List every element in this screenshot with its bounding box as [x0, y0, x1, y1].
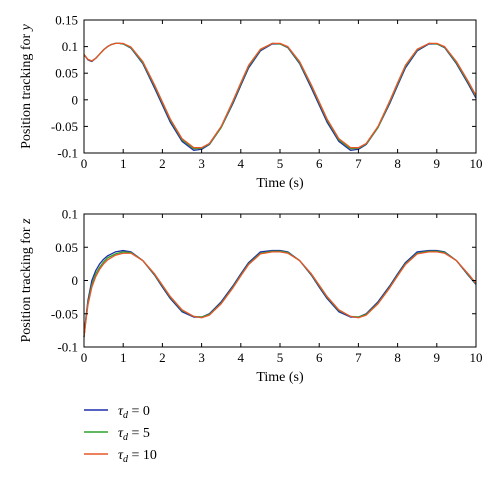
x-tick-label: 10	[470, 350, 483, 365]
axes-frame	[83, 19, 477, 154]
x-tick-label: 4	[238, 156, 245, 171]
x-tick-label: 1	[120, 156, 127, 171]
x-axis-label: Time (s)	[256, 370, 304, 385]
y-tick-label: -0.1	[57, 340, 78, 355]
series-line-2	[83, 251, 477, 338]
x-tick-label: 7	[355, 350, 362, 365]
y-tick-label: 0.15	[55, 13, 78, 28]
x-tick-label: 5	[277, 156, 284, 171]
y-tick-label: -0.1	[57, 146, 78, 161]
x-tick-label: 6	[316, 350, 323, 365]
x-tick-label: 6	[316, 156, 323, 171]
x-tick-label: 9	[434, 156, 441, 171]
y-axis-label: Position tracking for z	[19, 218, 34, 343]
series-line-1	[83, 42, 477, 150]
x-tick-label: 4	[238, 350, 245, 365]
plot-z-position: 0 1 2 3 4 5 6 7 8 9 10 0.1 0.05 0 -0.05 -0.1 Time (s) Pos…	[19, 207, 483, 386]
series-line-0	[83, 249, 477, 338]
series-line-1	[83, 250, 477, 338]
x-tick-label: 9	[434, 350, 441, 365]
y-tick-label: 0.05	[55, 240, 78, 255]
x-tick-label: 3	[198, 350, 205, 365]
x-tick-label: 1	[120, 350, 127, 365]
legend-label-1: τd = 5	[118, 426, 150, 443]
y-axis-label: Position tracking for y	[19, 23, 34, 149]
x-tick-label: 7	[355, 156, 362, 171]
series-line-2	[83, 42, 477, 149]
y-tick-label: -0.05	[51, 119, 78, 134]
y-tick-label: 0.05	[55, 66, 78, 81]
plot-y-position: 0 1 2 3 4 5 6 7 8 9 10 0.15 0.1 0.05 0 -0.05 -0.1 Time (s…	[19, 13, 483, 192]
legend: τd = 0 τd = 5 τd = 10	[84, 404, 157, 465]
x-tick-label: 2	[159, 156, 166, 171]
axes-frame	[83, 213, 477, 348]
x-tick-label: 5	[277, 350, 284, 365]
x-tick-label: 10	[470, 156, 483, 171]
y-tick-label: 0	[72, 273, 79, 288]
x-axis-label: Time (s)	[256, 176, 304, 191]
legend-label-2: τd = 10	[118, 448, 157, 465]
y-tick-label: 0.1	[62, 39, 78, 54]
x-tick-label: 0	[81, 350, 88, 365]
x-tick-label: 8	[394, 350, 401, 365]
y-tick-label: -0.05	[51, 306, 78, 321]
y-tick-label: 0.1	[62, 207, 78, 222]
x-tick-label: 0	[81, 156, 88, 171]
legend-label-0: τd = 0	[118, 404, 150, 421]
x-tick-label: 3	[198, 156, 205, 171]
y-tick-label: 0	[72, 92, 79, 107]
x-tick-label: 8	[394, 156, 401, 171]
series-line-0	[83, 42, 477, 151]
x-tick-label: 2	[159, 350, 166, 365]
